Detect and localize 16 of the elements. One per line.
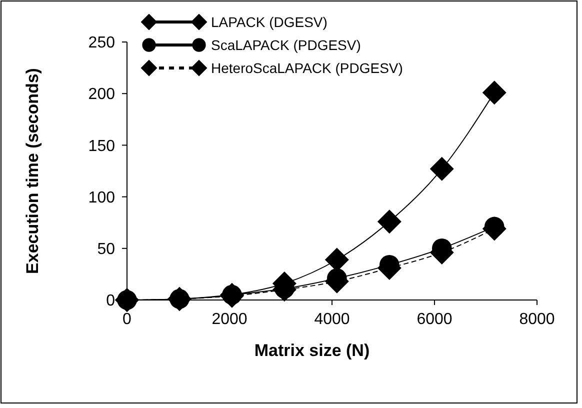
x-tick-label: 8000	[519, 311, 555, 328]
x-axis-title: Matrix size (N)	[254, 341, 370, 360]
y-axis-title: Execution time (seconds)	[23, 68, 42, 274]
x-tick-label: 0	[122, 311, 132, 328]
y-tick-label: 150	[88, 138, 116, 155]
x-tick-label: 6000	[416, 311, 452, 328]
x-tick-label: 2000	[212, 311, 248, 328]
legend-label: HeteroScaLAPACK (PDGESV)	[211, 60, 403, 76]
legend-label: ScaLAPACK (PDGESV)	[211, 36, 361, 53]
legend-label: LAPACK (DGESV)	[211, 14, 328, 30]
y-tick-label: 0	[106, 292, 116, 310]
y-tick-label: 250	[88, 34, 116, 52]
y-tick-label: 100	[88, 189, 116, 206]
y-tick-label: 50	[97, 241, 116, 258]
x-tick-label: 4000	[314, 311, 350, 328]
y-tick-label: 200	[88, 86, 116, 104]
